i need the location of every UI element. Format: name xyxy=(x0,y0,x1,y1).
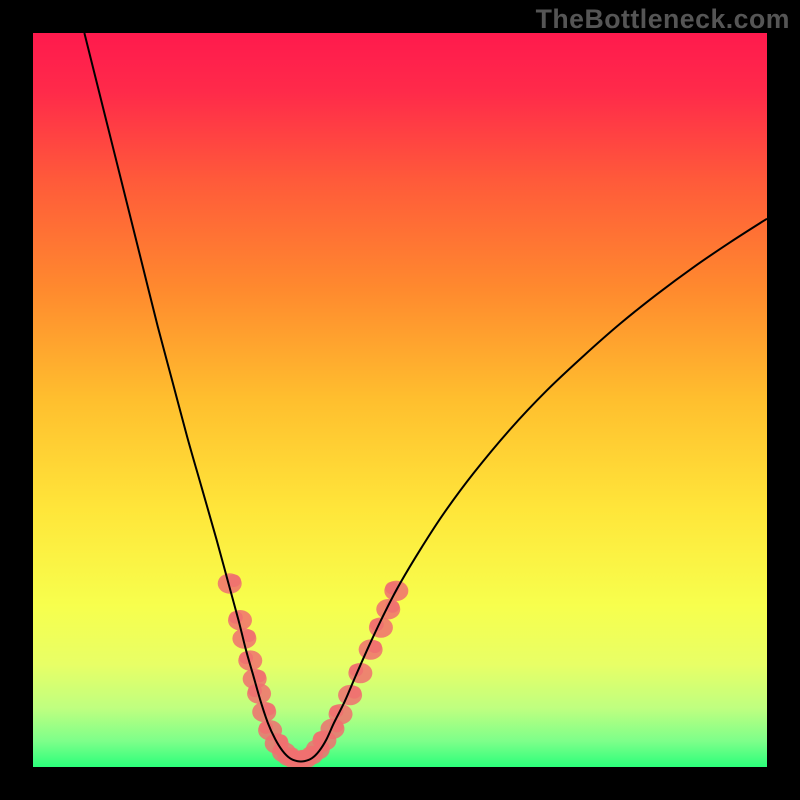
marker xyxy=(376,599,400,619)
chart-container: TheBottleneck.com xyxy=(0,0,800,800)
marker xyxy=(329,704,353,724)
bottleneck-chart xyxy=(33,33,767,767)
chart-background xyxy=(33,33,767,767)
watermark-text: TheBottleneck.com xyxy=(536,4,790,35)
